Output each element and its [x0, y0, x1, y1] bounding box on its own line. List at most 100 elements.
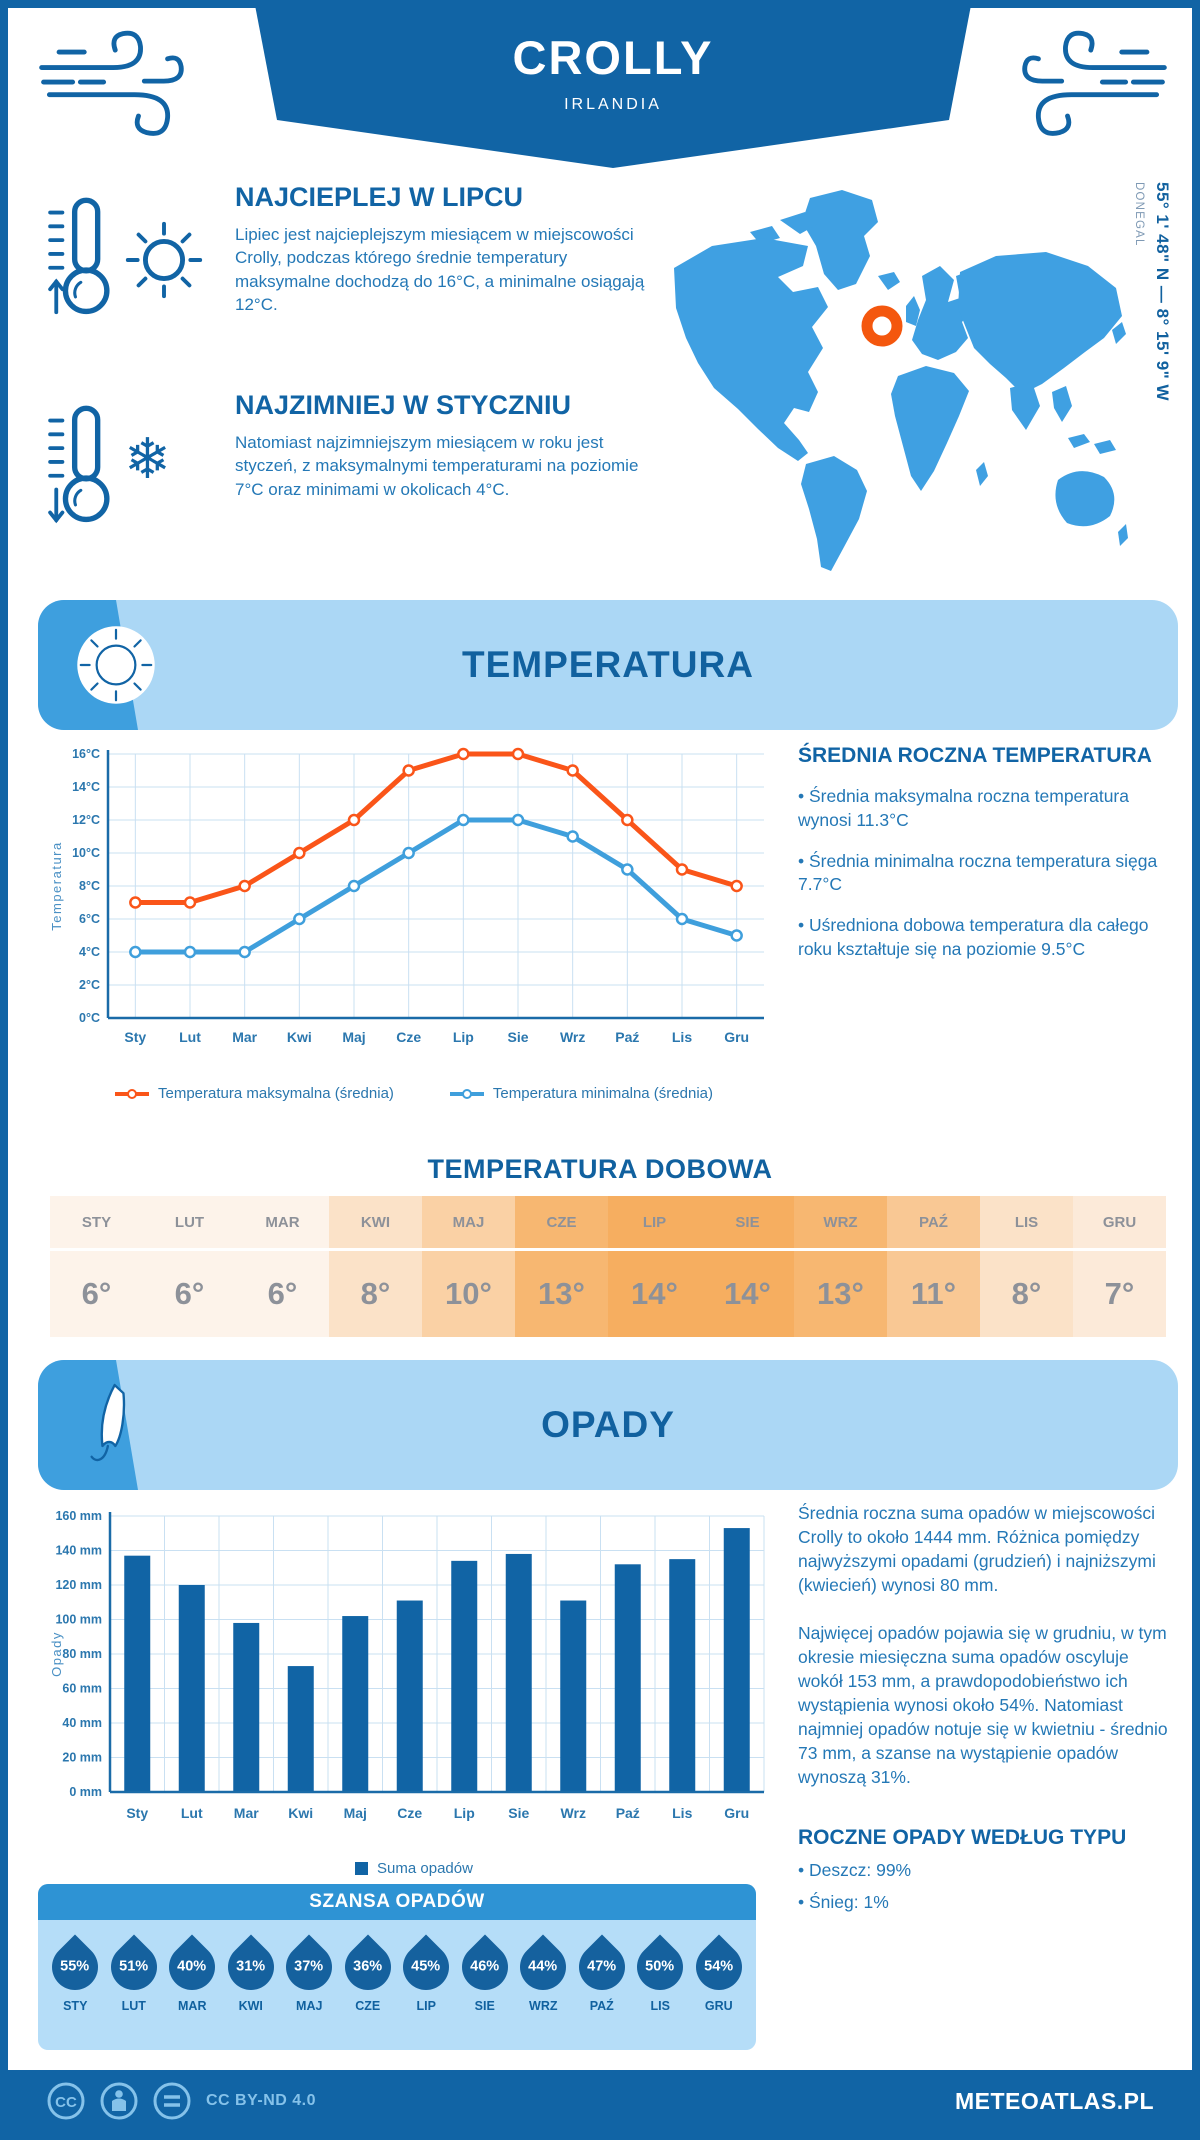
svg-text:Mar: Mar	[232, 1029, 257, 1045]
temperature-value: 6°	[236, 1251, 329, 1337]
temperature-section-title: TEMPERATURA	[462, 644, 754, 685]
daily-temperature-column: MAJ 10°	[422, 1196, 515, 1337]
warmest-month-heading: NAJCIEPLEJ W LIPCU	[235, 182, 524, 212]
type-item: • Śnieg: 1%	[798, 1892, 889, 1913]
month-label: GRU	[1073, 1196, 1166, 1248]
svg-text:140 mm: 140 mm	[55, 1544, 102, 1558]
month-label: PAŹ	[589, 1999, 614, 2013]
svg-text:Sty: Sty	[126, 1805, 148, 1821]
daily-temperature-column: PAŹ 11°	[887, 1196, 980, 1337]
precipitation-section-header: OPADY	[38, 1360, 1178, 1490]
precipitation-type-list: • Deszcz: 99% • Śnieg: 1%	[798, 1859, 1172, 1916]
month-label: GRU	[704, 1999, 733, 2013]
temperature-value: 6°	[50, 1251, 143, 1337]
raindrop-icon: 40%	[159, 1934, 225, 2000]
world-map-container: 55° 1' 48" N — 8° 15' 9" W DONEGAL	[660, 180, 1172, 582]
temperature-stats: ŚREDNIA ROCZNA TEMPERATURA • Średnia mak…	[798, 744, 1172, 979]
precipitation-paragraph: Najwięcej opadów pojawia się w grudniu, …	[798, 1622, 1168, 1787]
daily-temperature-column: KWI 8°	[329, 1196, 422, 1337]
page-subtitle: IRLANDIA	[564, 96, 662, 113]
stat-item: • Średnia minimalna roczna temperatura s…	[798, 850, 1158, 895]
raindrop-icon: 37%	[276, 1934, 342, 2000]
month-label: CZE	[355, 1999, 381, 2013]
chance-drop: 47% PAŹ	[569, 1934, 635, 2013]
svg-text:Sty: Sty	[124, 1029, 146, 1045]
raindrop-icon: 47%	[569, 1934, 635, 2000]
type-item: • Deszcz: 99%	[798, 1859, 912, 1880]
stat-item: • Średnia maksymalna roczna temperatura …	[798, 786, 1129, 830]
svg-text:Gru: Gru	[724, 1805, 749, 1821]
month-label: LUT	[121, 1999, 146, 2013]
chance-drop: 45% LIP	[393, 1934, 459, 2013]
daily-temperature-column: LIP 14°	[608, 1196, 701, 1337]
svg-text:20 mm: 20 mm	[62, 1751, 102, 1765]
temperature-value: 6°	[143, 1251, 236, 1337]
svg-text:2°C: 2°C	[79, 978, 100, 992]
svg-text:100 mm: 100 mm	[55, 1613, 102, 1627]
chance-drop: 46% SIE	[452, 1934, 518, 2013]
svg-text:Paź: Paź	[615, 1029, 639, 1045]
temperature-value: 7°	[1073, 1251, 1166, 1337]
svg-text:Maj: Maj	[342, 1029, 365, 1045]
temperature-chart-legend: Temperatura maksymalna (średnia) Tempera…	[48, 1085, 780, 1102]
svg-text:Cze: Cze	[397, 1805, 422, 1821]
thermometer-up-icon	[48, 197, 110, 315]
coldest-month-heading: NAJZIMNIEJ W STYCZNIU	[235, 390, 572, 420]
svg-text:4°C: 4°C	[79, 945, 100, 959]
precipitation-chance-panel: SZANSA OPADÓW 55% STY 51% LUT 40% MAR 31% K…	[38, 1884, 756, 2050]
legend-item: Temperatura maksymalna (średnia)	[114, 1085, 394, 1102]
site-name: METEOATLAS.PL	[954, 2087, 1154, 2114]
svg-text:6°C: 6°C	[79, 912, 100, 926]
attribution-icon	[100, 2082, 138, 2120]
thermometer-down-icon	[48, 405, 110, 524]
snowflake-icon: ❄	[124, 427, 171, 490]
raindrop-icon: 46%	[452, 1934, 518, 2000]
svg-text:Lis: Lis	[672, 1029, 692, 1045]
raindrop-icon: 55%	[42, 1934, 108, 2000]
location-marker	[861, 305, 903, 347]
svg-text:Sie: Sie	[508, 1805, 529, 1821]
daily-temperature-column: MAR 6°	[236, 1196, 329, 1337]
month-label: MAR	[178, 1999, 207, 2013]
month-label: LIS	[650, 1999, 670, 2013]
month-label: LUT	[143, 1196, 236, 1248]
footer: CC CC BY-ND 4.0 METEOATLAS.PL	[8, 2070, 1192, 2132]
legend-item: Temperatura minimalna (średnia)	[449, 1085, 713, 1102]
precipitation-type-heading: ROCZNE OPADY WEDŁUG TYPU	[798, 1825, 1127, 1849]
month-label: MAJ	[296, 1999, 323, 2013]
chance-drop: 54% GRU	[686, 1934, 752, 2013]
svg-text:Kwi: Kwi	[288, 1805, 313, 1821]
svg-text:Paź: Paź	[616, 1805, 640, 1821]
temperature-value: 10°	[422, 1251, 515, 1337]
svg-text:160 mm: 160 mm	[55, 1509, 102, 1523]
coldest-month-text: Natomiast najzimniejszym miesiącem w rok…	[235, 433, 639, 499]
svg-text:14°C: 14°C	[72, 780, 100, 794]
svg-text:Lut: Lut	[181, 1805, 203, 1821]
svg-text:Gru: Gru	[724, 1029, 749, 1045]
temperature-value: 14°	[701, 1251, 794, 1337]
svg-text:10°C: 10°C	[72, 846, 100, 860]
temperature-section-header: TEMPERATURA	[38, 600, 1178, 730]
precipitation-chance-drops: 55% STY 51% LUT 40% MAR 31% KWI 37% MAJ 36% C…	[38, 1934, 756, 2013]
svg-text:Opady: Opady	[49, 1631, 64, 1677]
month-label: WRZ	[794, 1196, 887, 1248]
precipitation-chart-box: 0 mm 20 mm 40 mm 60 mm 80 mm 100 mm 120 mm 140 …	[48, 1500, 780, 1877]
raindrop-icon: 44%	[510, 1934, 576, 2000]
svg-text:Temperatura: Temperatura	[49, 841, 64, 930]
svg-text:80 mm: 80 mm	[62, 1647, 102, 1661]
month-label: MAJ	[422, 1196, 515, 1248]
svg-text:Maj: Maj	[344, 1805, 367, 1821]
temperature-value: 8°	[329, 1251, 422, 1337]
month-label: LIS	[980, 1196, 1073, 1248]
wind-icon-right	[1022, 30, 1167, 136]
umbrella-badge-icon	[90, 1383, 126, 1462]
daily-temperature-column: GRU 7°	[1073, 1196, 1166, 1337]
location-banner: CROLLY IRLANDIA	[254, 8, 972, 170]
chance-drop: 31% KWI	[218, 1934, 284, 2013]
svg-text:Wrz: Wrz	[560, 1029, 585, 1045]
month-label: KWI	[329, 1196, 422, 1248]
daily-temperature-title: TEMPERATURA DOBOWA	[427, 1154, 773, 1184]
daily-temperature-column: LIS 8°	[980, 1196, 1073, 1337]
temperature-value: 14°	[608, 1251, 701, 1337]
